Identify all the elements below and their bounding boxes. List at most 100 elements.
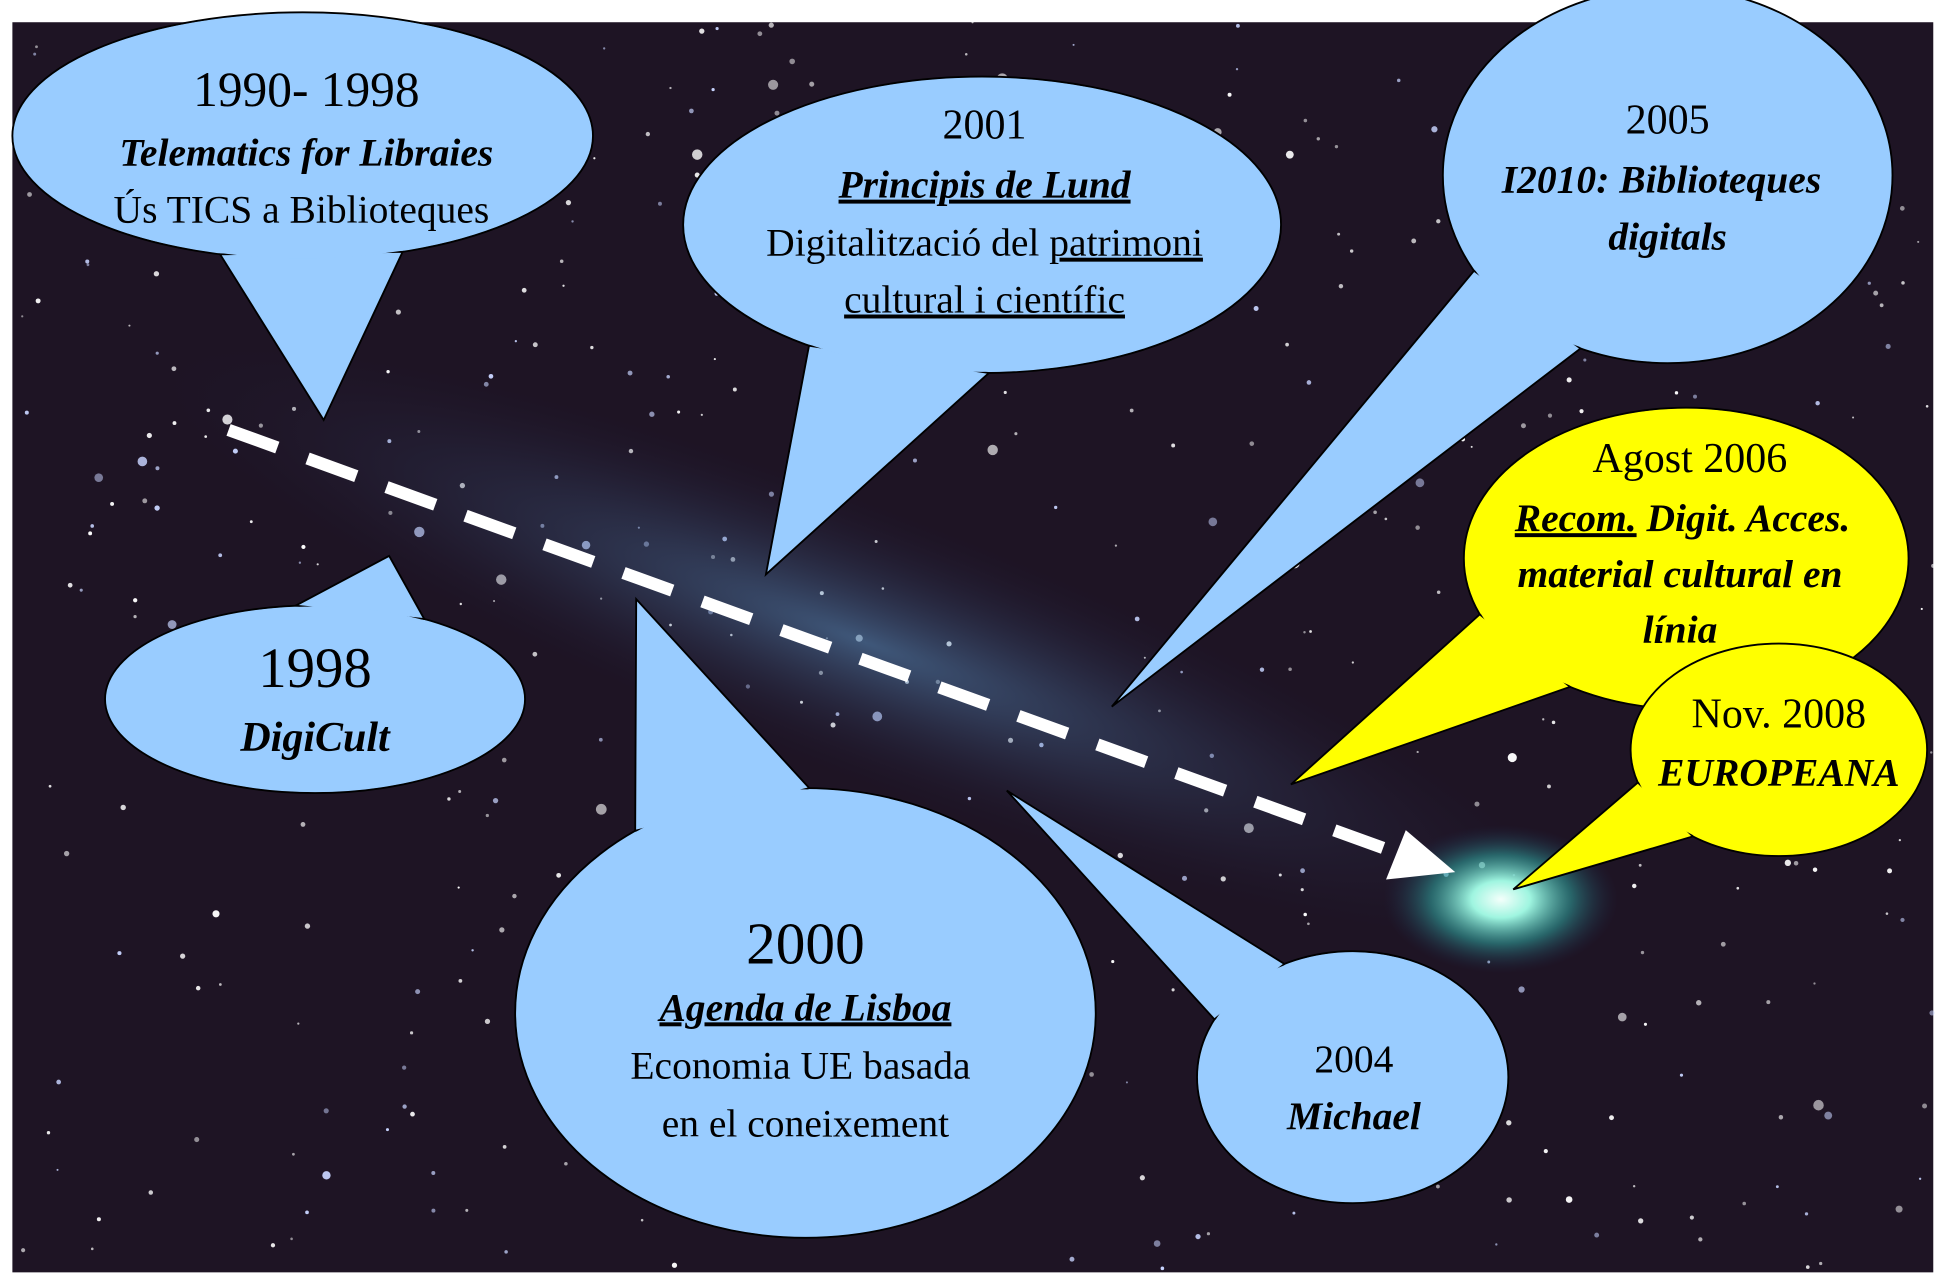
star	[571, 220, 574, 223]
label: Ús TICS a Biblioteques	[114, 187, 490, 231]
star	[1307, 922, 1310, 926]
callouts	[11, 0, 1929, 1239]
star	[67, 582, 73, 588]
label: EUROPEANA	[1657, 751, 1900, 795]
callout-fill	[1198, 952, 1508, 1202]
star	[1072, 43, 1075, 46]
star	[133, 598, 138, 603]
star	[1507, 752, 1517, 763]
star	[1415, 525, 1420, 530]
star	[559, 259, 564, 263]
star	[1643, 1022, 1648, 1026]
star	[35, 298, 41, 304]
star	[1775, 1185, 1779, 1189]
star	[627, 370, 633, 376]
star	[1579, 409, 1584, 414]
label: Agenda de Lisboa	[656, 985, 951, 1029]
star	[1879, 303, 1884, 308]
star	[666, 374, 670, 379]
star	[218, 553, 223, 558]
star	[1416, 750, 1419, 754]
star	[1069, 1256, 1075, 1262]
label: 1990- 1998	[193, 62, 419, 117]
star	[1885, 343, 1891, 350]
star	[1111, 959, 1115, 964]
star	[1565, 1196, 1573, 1203]
star	[56, 1079, 62, 1085]
star	[732, 387, 737, 392]
star	[1436, 1184, 1440, 1189]
label: Michael	[1286, 1094, 1421, 1138]
star	[21, 315, 24, 318]
label: en el coneixement	[662, 1101, 949, 1145]
star	[700, 413, 703, 416]
star	[1609, 1115, 1614, 1121]
star	[1925, 405, 1929, 408]
star	[502, 1145, 507, 1149]
star	[1349, 249, 1354, 253]
star	[556, 872, 562, 878]
star	[1895, 1205, 1903, 1213]
star	[1470, 445, 1473, 448]
star	[1249, 441, 1255, 446]
star	[789, 58, 796, 65]
star	[1195, 1233, 1201, 1240]
star	[768, 79, 779, 90]
star	[1736, 886, 1740, 890]
star	[88, 531, 93, 536]
star	[1518, 986, 1525, 993]
star	[671, 1262, 678, 1268]
callout-fill	[684, 77, 1280, 372]
label: línia	[1643, 607, 1718, 651]
star	[1506, 1197, 1512, 1203]
label: Recom.	[1514, 496, 1637, 540]
star	[1901, 281, 1905, 285]
label: DigiCult	[239, 715, 391, 761]
star	[1253, 306, 1259, 312]
label: Digitalització del patrimoni	[766, 221, 1203, 265]
star	[304, 923, 311, 929]
star	[1594, 1232, 1600, 1238]
star	[94, 473, 104, 483]
star	[1436, 219, 1441, 224]
star	[1778, 1115, 1784, 1120]
star	[1171, 443, 1176, 448]
star	[465, 1208, 469, 1212]
star	[1679, 1073, 1684, 1077]
star	[1309, 630, 1312, 633]
star	[595, 803, 607, 815]
star	[1114, 544, 1118, 547]
star	[1014, 432, 1018, 436]
label: Principis de Lund	[838, 163, 1132, 207]
star	[699, 28, 705, 34]
star	[1129, 408, 1134, 413]
star	[1805, 1265, 1810, 1269]
star	[1793, 861, 1799, 866]
star	[1351, 661, 1354, 664]
callout-fill	[1465, 408, 1908, 708]
star	[79, 588, 83, 592]
star	[1696, 1000, 1702, 1006]
star	[1930, 751, 1933, 754]
star	[1900, 917, 1905, 923]
star	[46, 1131, 51, 1135]
star	[1917, 240, 1920, 244]
star	[301, 544, 306, 550]
star	[128, 324, 131, 327]
star	[499, 927, 505, 933]
star	[290, 1237, 293, 1241]
star	[1617, 1012, 1627, 1022]
star	[297, 1022, 300, 1025]
star	[565, 199, 572, 206]
star	[56, 1168, 59, 1171]
star	[689, 108, 694, 114]
star	[1583, 358, 1587, 362]
star	[1153, 1240, 1161, 1247]
star	[1819, 1261, 1823, 1266]
star	[1784, 859, 1792, 867]
label: 2001	[943, 102, 1027, 148]
star	[1160, 1266, 1165, 1271]
star	[1054, 505, 1058, 510]
label: Economia UE basada	[630, 1043, 970, 1087]
star	[218, 983, 222, 986]
